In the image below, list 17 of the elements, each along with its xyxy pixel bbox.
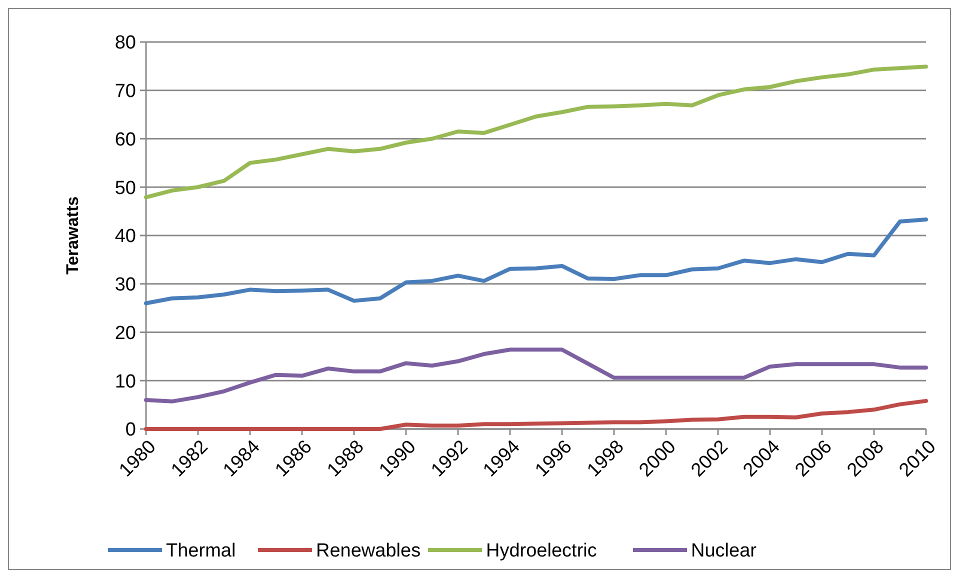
y-axis-title: Terawatts <box>63 196 82 275</box>
y-tick-label: 70 <box>114 81 136 102</box>
y-tick-label: 0 <box>125 420 136 441</box>
line-series <box>144 348 928 404</box>
y-tick-label: 30 <box>114 274 136 296</box>
y-tick-label: 10 <box>114 371 136 392</box>
y-tick-label: 80 <box>114 32 136 54</box>
legend-label: Renewables <box>316 540 421 562</box>
legend-label: Thermal <box>166 540 236 562</box>
legend-label: Nuclear <box>691 540 758 562</box>
line-series <box>144 64 928 200</box>
legend-label: Hydroelectric <box>486 540 597 562</box>
y-tick-label: 60 <box>114 129 136 150</box>
y-tick-label: 40 <box>114 226 136 248</box>
y-tick-label: 50 <box>114 178 136 199</box>
y-tick-label: 20 <box>114 322 136 344</box>
line-series <box>144 218 928 306</box>
